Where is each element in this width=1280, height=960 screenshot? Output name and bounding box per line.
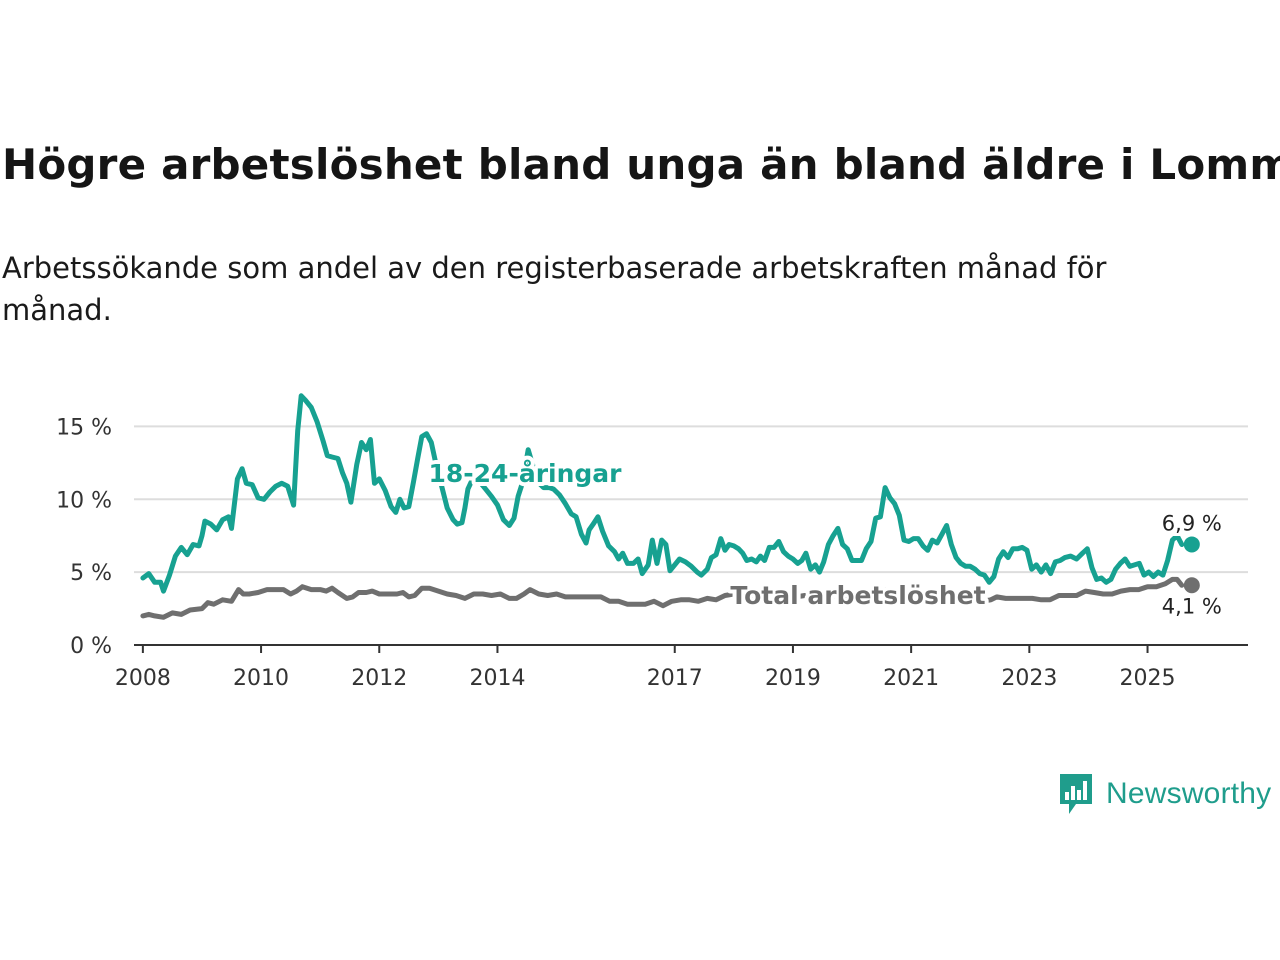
bar-chart-bubble-icon [1060, 774, 1092, 814]
y-tick-label: 5 % [70, 561, 112, 586]
y-tick-label: 0 % [70, 634, 112, 659]
brand-name: Newsworthy [1106, 777, 1272, 810]
x-tick-label: 2012 [351, 666, 407, 691]
total-series-label: Total arbetslöshet [730, 581, 985, 610]
y-tick-label: 15 % [56, 415, 112, 440]
chart-subtitle: Arbetssökande som andel av den registerb… [2, 251, 1107, 327]
total-series-line [140, 576, 1185, 620]
x-tick-label: 2010 [233, 666, 289, 691]
youth-series-line [140, 393, 1185, 594]
total-end-value: 4,1 % [1162, 594, 1222, 618]
youth-series-label: 18-24-åringar [429, 459, 623, 488]
series-lines [140, 393, 1200, 620]
gridlines [134, 425, 1248, 574]
x-tick-label: 2021 [883, 666, 939, 691]
y-axis-ticks: 0 % 5 % 10 % 15 % [56, 415, 112, 659]
x-tick-label: 2017 [647, 666, 703, 691]
chart-title: Högre arbetslöshet bland unga än bland ä… [2, 140, 1280, 189]
x-tick-label: 2008 [115, 666, 171, 691]
youth-end-value: 6,9 % [1162, 511, 1222, 535]
series-labels: 18-24-åringar Total arbetslöshet 6,9 % 4,1 … [425, 455, 1225, 621]
x-tick-label: 2014 [469, 666, 525, 691]
youth-end-dot [1183, 536, 1200, 553]
y-tick-label: 10 % [56, 488, 112, 513]
total-end-dot [1183, 577, 1200, 594]
newsworthy-logo: Newsworthy [1058, 772, 1271, 816]
line-chart: 0 %5 %10 %15 % 2008 2010 2012 2014 2017 2019 2… [56, 393, 1248, 691]
x-tick-label: 2023 [1001, 666, 1057, 691]
x-tick-label: 2019 [765, 666, 821, 691]
x-axis: 2008 2010 2012 2014 2017 2019 2021 2023 2025 [115, 644, 1248, 691]
x-tick-label: 2025 [1120, 666, 1176, 691]
